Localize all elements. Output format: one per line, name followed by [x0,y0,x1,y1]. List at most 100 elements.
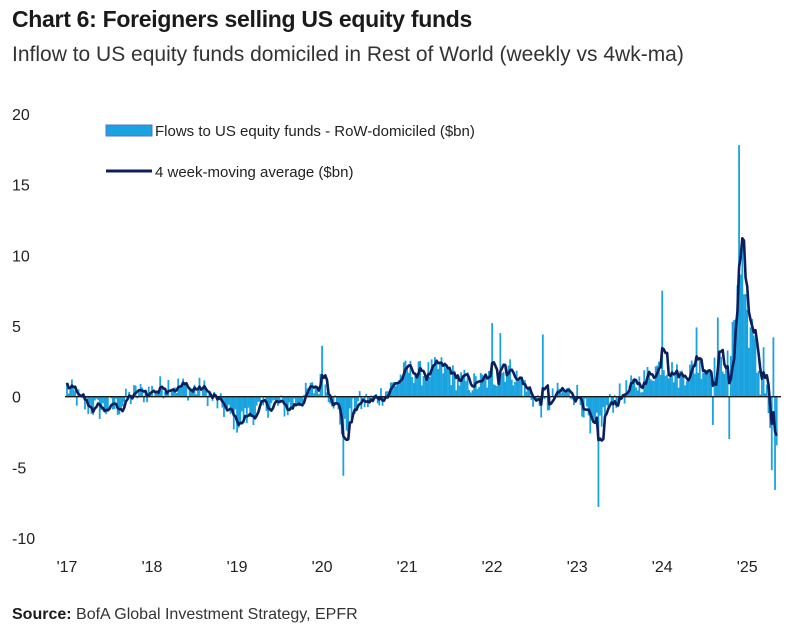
bar-mark [602,396,605,408]
bar-mark [605,396,608,406]
bar-mark [455,390,458,397]
bar-mark [272,396,274,401]
bar-mark [239,396,242,422]
bar-mark [725,369,727,397]
bar-mark [190,389,193,397]
bar-mark [458,385,461,397]
bar-mark [514,382,516,397]
moving-average-line [65,236,778,442]
bar-mark [559,393,562,397]
bar-mark [254,396,256,417]
bar-mark [739,274,742,397]
bar-mark [656,365,659,397]
bar-mark [497,380,500,397]
bar-mark [69,386,72,397]
bar-mark [365,393,368,397]
bar-mark [453,370,456,397]
bar-mark [592,396,595,423]
bar-mark [393,381,395,397]
bar-mark [237,396,240,428]
bar-mark [154,392,157,397]
bar-mark [623,396,626,404]
bar-mark [463,369,466,397]
bar-mark [270,396,273,404]
bar-mark [425,381,428,397]
bar-mark [703,371,706,397]
bar-mark [486,387,489,397]
bar-mark [183,384,186,397]
bar-mark [205,389,207,397]
bar-mark [72,389,75,397]
bar-mark [420,385,423,397]
bar-mark [182,378,184,397]
bar-mark [520,382,523,397]
bar-mark [236,396,238,433]
bar-mark [311,382,314,397]
bar-mark [492,384,495,397]
bar-mark [118,396,121,415]
bar-mark [635,387,637,397]
bar-mark [452,365,454,397]
bar-mark [713,357,716,397]
bar-mark [229,396,232,414]
bar-mark [731,321,734,397]
bar-mark [406,366,409,397]
legend-bar-swatch [105,124,153,137]
bar-mark [736,285,739,397]
bar-mark [774,396,776,490]
bar-mark [411,376,413,397]
bar-mark [165,394,168,397]
bar-mark [373,394,376,397]
bar-mark [402,362,405,397]
bar-mark [772,337,775,397]
bar-mark [636,390,639,397]
bar-mark [728,396,731,440]
bar-mark [106,396,109,412]
bar-mark [476,389,479,397]
bar-mark [584,396,587,399]
bar-mark [479,372,482,397]
bar-mark [432,364,435,397]
bar-mark [571,396,574,400]
bar-mark [491,323,494,397]
y-tick-label: 15 [12,178,30,195]
bar-mark [97,396,99,400]
legend-bar-label: Flows to US equity funds - RoW-domiciled… [155,123,475,140]
bar-mark [129,396,132,405]
bar-mark [471,390,474,397]
bar-mark [352,396,355,399]
bar-mark [141,387,144,397]
x-axis-ticks: '17 '18 '19 '20 '21 '22 '23 '24 '25 [57,559,758,576]
bar-mark [103,396,106,413]
bar-mark [465,381,467,397]
bar-mark [720,356,722,397]
bar-mark [234,396,237,410]
bar-mark [466,372,469,397]
bar-mark [469,392,472,397]
bar-mark [396,382,399,397]
bar-mark [409,360,412,397]
bar-mark [188,387,191,397]
bar-mark [682,376,685,397]
bar-series [66,145,778,507]
bar-mark [295,396,297,406]
bar-mark [399,374,402,397]
bar-mark [355,396,358,411]
bar-mark [164,391,167,397]
bar-mark [98,396,101,419]
bar-mark [358,391,361,397]
y-tick-label: -10 [12,531,35,548]
bar-mark [293,396,296,399]
bar-mark [586,396,588,407]
bar-mark [196,389,199,397]
bar-mark [206,396,209,407]
bar-mark [595,396,598,413]
bar-mark [566,387,569,397]
bar-mark [712,396,714,425]
bar-mark [450,385,453,397]
bar-mark [658,361,660,397]
bar-mark [353,396,356,414]
bar-mark [231,396,234,413]
bar-mark [442,373,444,397]
bar-mark [172,390,175,397]
